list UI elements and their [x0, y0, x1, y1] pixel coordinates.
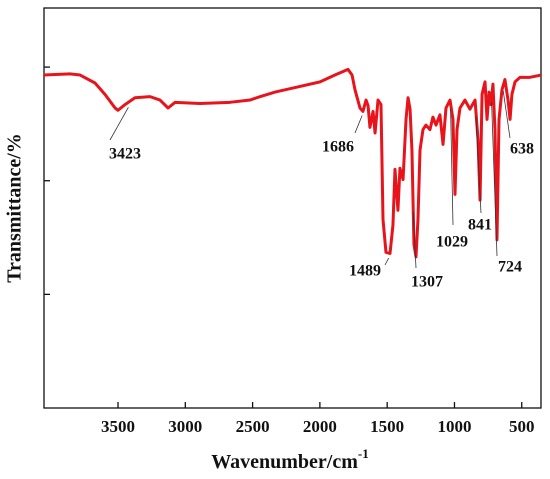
peak-label: 1489 — [349, 263, 381, 280]
peak-label: 638 — [510, 141, 534, 158]
peak-label: 3423 — [109, 146, 141, 163]
peak-label: 1686 — [322, 139, 354, 156]
x-axis-label: Wavenumber/cm-1 — [211, 446, 369, 473]
peak-pointer — [109, 107, 129, 141]
x-tick-label: 3000 — [168, 417, 202, 436]
peak-pointer — [475, 115, 482, 214]
spectrum-line — [43, 67, 542, 259]
x-tick-label: 1500 — [370, 417, 404, 436]
peak-label: 1029 — [436, 234, 468, 251]
plot-frame — [43, 7, 542, 409]
peak-label: 724 — [498, 259, 522, 276]
x-tick-label: 2500 — [236, 417, 270, 436]
peak-pointer — [491, 102, 498, 257]
peak-label: 1307 — [411, 274, 443, 291]
peak-pointer — [502, 90, 511, 139]
peak-pointer — [450, 108, 454, 226]
peak-pointer — [412, 211, 417, 269]
y-axis-label: Transmittance/% — [4, 133, 26, 283]
peak-label: 841 — [468, 217, 492, 234]
peak-pointer — [354, 115, 363, 134]
x-tick-label: 1000 — [437, 417, 471, 436]
peak-pointer — [384, 257, 390, 266]
x-tick-label: 2000 — [303, 417, 337, 436]
x-tick-label: 3500 — [101, 417, 135, 436]
x-tick-label: 500 — [509, 417, 535, 436]
